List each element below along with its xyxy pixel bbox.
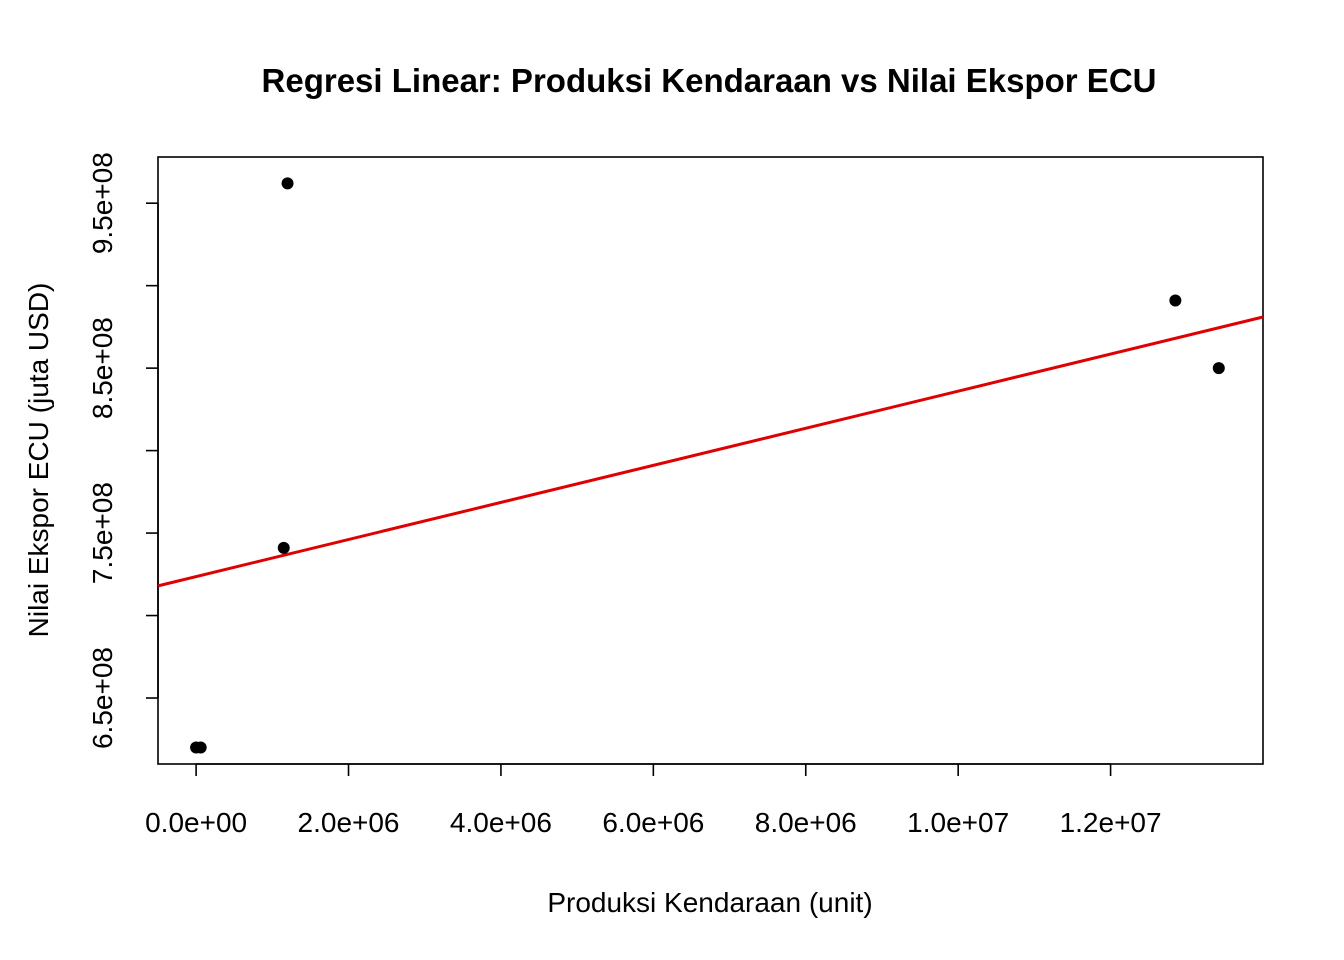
chart-title: Regresi Linear: Produksi Kendaraan vs Ni… [262, 62, 1157, 99]
x-tick-label: 1.0e+07 [907, 807, 1009, 838]
data-point [194, 741, 207, 754]
y-tick-label: 8.5e+08 [87, 317, 118, 419]
data-point [277, 541, 290, 554]
data-point [281, 177, 294, 190]
regression-line [157, 315, 1264, 588]
x-tick-label: 2.0e+06 [298, 807, 400, 838]
data-point [1169, 294, 1182, 307]
data-point [1212, 362, 1225, 375]
x-tick-label: 4.0e+06 [450, 807, 552, 838]
data-points [190, 177, 1225, 754]
y-tick-label: 9.5e+08 [87, 152, 118, 254]
y-tick-label: 6.5e+08 [87, 647, 118, 749]
plot-frame [157, 156, 1264, 765]
y-axis-label: Nilai Ekspor ECU (juta USD) [23, 283, 54, 638]
y-tick-label: 7.5e+08 [87, 482, 118, 584]
x-tick-label: 8.0e+06 [755, 807, 857, 838]
y-axis: 6.5e+08 7.5e+08 8.5e+08 9.5e+08 [87, 152, 159, 749]
x-axis: 0.0e+00 2.0e+06 4.0e+06 6.0e+06 8.0e+06 1.0e+… [145, 763, 1162, 838]
x-tick-label: 6.0e+06 [602, 807, 704, 838]
x-tick-label: 0.0e+00 [145, 807, 247, 838]
x-tick-label: 1.2e+07 [1060, 807, 1162, 838]
regression-line-group [157, 315, 1264, 588]
x-axis-label: Produksi Kendaraan (unit) [547, 887, 872, 918]
